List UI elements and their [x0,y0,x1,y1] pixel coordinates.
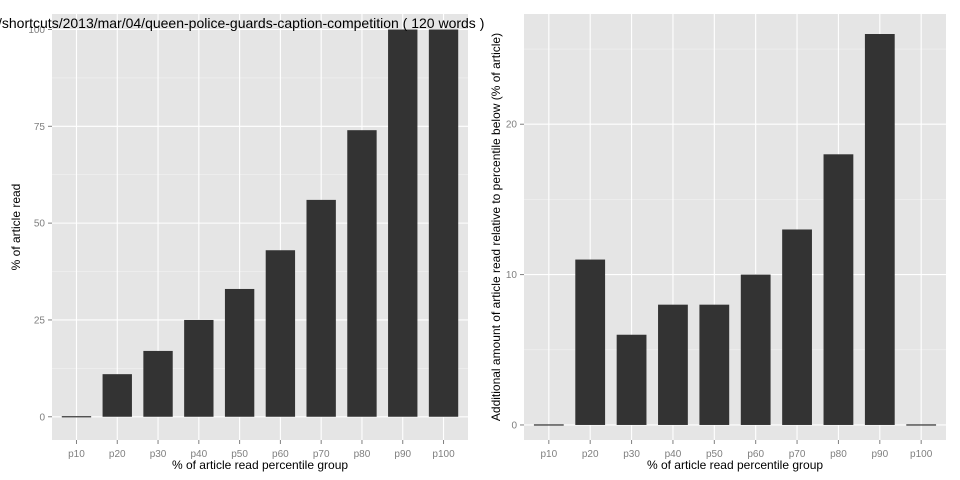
bar-p10 [61,416,92,418]
bar-p40 [658,304,688,425]
y-tick-label: 0 [39,412,45,423]
bar-p50 [699,304,730,425]
y-tick-label: 25 [34,315,46,326]
bar-p90 [388,29,418,417]
x-tick-label: p30 [623,449,640,460]
x-tick-label: p70 [313,449,330,460]
x-tick-label: p80 [354,449,371,460]
bar-p90 [864,33,895,425]
left-chart-panel: 0 25 50 75 100 p10 p20 p30 p40 p50 p60 p70 p80 p90 p10… [0,14,484,472]
x-tick-label: p90 [871,449,888,460]
x-tick-label: p100 [432,449,455,460]
x-tick-label: p60 [747,449,764,460]
x-tick-label: p70 [789,449,806,460]
bar-p10 [533,424,564,426]
y-tick-label: 100 [28,25,45,36]
x-tick-label: p20 [582,449,599,460]
chart-title: /shortcuts/2013/mar/04/queen-police-guar… [0,15,484,31]
bar-p80 [823,154,854,425]
y-tick-label: 20 [506,120,518,131]
bar-p30 [616,334,647,425]
y-axis-title: % of article read [9,184,23,271]
bar-p20 [575,259,606,425]
y-tick-label: 0 [511,420,517,431]
x-tick-label: p50 [231,449,248,460]
x-tick-label: p80 [830,449,847,460]
x-tick-label: p20 [109,449,126,460]
bar-p20 [102,374,132,417]
x-tick-label: p10 [540,449,557,460]
bar-p70 [306,199,336,417]
bar-p60 [265,250,296,417]
x-tick-label: p40 [190,449,207,460]
x-tick-label: p40 [665,449,682,460]
bar-p60 [740,274,771,425]
x-tick-label: p50 [706,449,723,460]
x-tick-label: p30 [150,449,167,460]
y-tick-label: 10 [506,270,518,281]
y-tick-label: 50 [34,219,46,230]
bar-p100 [428,29,459,417]
bar-p50 [224,288,255,417]
bar-p100 [906,424,937,426]
x-tick-label: p10 [68,449,85,460]
bar-p70 [782,229,812,425]
x-tick-label: p100 [910,449,933,460]
y-tick-label: 75 [34,122,46,133]
bar-p40 [184,319,214,417]
x-tick-label: p90 [394,449,411,460]
x-tick-label: p60 [272,449,289,460]
right-chart-panel: 0 10 20 p10 p20 p30 p40 p50 p60 p70 p80 p90 p100 % of… [489,14,946,472]
y-axis-title: Additional amount of article read relati… [489,33,503,421]
x-axis-title: % of article read percentile group [647,458,823,472]
bar-p80 [347,130,377,417]
x-axis-title: % of article read percentile group [172,458,348,472]
bar-p30 [143,350,173,417]
